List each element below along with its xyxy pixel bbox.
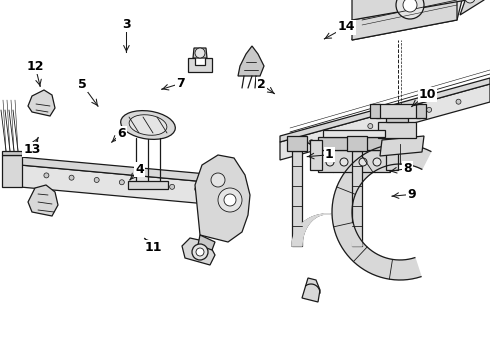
Polygon shape: [310, 140, 322, 170]
Circle shape: [196, 248, 204, 256]
Polygon shape: [386, 140, 398, 170]
Polygon shape: [370, 104, 380, 118]
Polygon shape: [2, 155, 22, 187]
Text: 9: 9: [407, 188, 416, 201]
Polygon shape: [28, 185, 58, 216]
Polygon shape: [182, 238, 215, 265]
Circle shape: [195, 48, 205, 58]
Circle shape: [403, 0, 417, 12]
Polygon shape: [378, 122, 416, 138]
Circle shape: [220, 189, 225, 194]
Polygon shape: [128, 181, 168, 189]
Circle shape: [340, 158, 348, 166]
Text: 11: 11: [144, 241, 162, 254]
Circle shape: [339, 132, 343, 137]
Circle shape: [427, 107, 432, 112]
Text: 8: 8: [403, 162, 412, 175]
Circle shape: [397, 116, 402, 121]
Circle shape: [359, 158, 367, 166]
Circle shape: [44, 173, 49, 178]
Text: 13: 13: [23, 143, 41, 156]
Circle shape: [211, 173, 225, 187]
Circle shape: [396, 0, 424, 19]
Polygon shape: [352, 0, 457, 40]
Circle shape: [309, 140, 314, 145]
Polygon shape: [280, 84, 490, 160]
Circle shape: [326, 158, 334, 166]
Text: 4: 4: [135, 163, 144, 176]
Polygon shape: [20, 165, 240, 207]
Polygon shape: [323, 130, 385, 137]
Polygon shape: [318, 137, 390, 150]
Polygon shape: [188, 58, 212, 72]
Polygon shape: [332, 144, 431, 280]
Polygon shape: [352, 0, 467, 40]
Circle shape: [456, 99, 461, 104]
Polygon shape: [287, 136, 307, 151]
Circle shape: [195, 186, 200, 192]
Polygon shape: [416, 104, 426, 118]
Ellipse shape: [121, 111, 175, 139]
Circle shape: [69, 175, 74, 180]
Text: 1: 1: [325, 148, 334, 161]
Circle shape: [465, 0, 475, 3]
Text: 7: 7: [176, 77, 185, 90]
Polygon shape: [20, 157, 240, 185]
Polygon shape: [292, 214, 362, 246]
Text: 2: 2: [257, 78, 266, 91]
Polygon shape: [302, 278, 320, 302]
Polygon shape: [318, 150, 390, 172]
Circle shape: [192, 244, 208, 260]
Circle shape: [94, 177, 99, 183]
Text: 10: 10: [418, 88, 436, 101]
Text: 6: 6: [117, 127, 126, 140]
Polygon shape: [380, 136, 424, 156]
Text: 3: 3: [122, 18, 131, 31]
Polygon shape: [238, 46, 264, 76]
Polygon shape: [198, 235, 215, 250]
Polygon shape: [280, 78, 490, 142]
Circle shape: [170, 184, 174, 189]
Polygon shape: [386, 110, 408, 122]
Polygon shape: [195, 155, 250, 242]
Polygon shape: [193, 48, 207, 58]
Text: 5: 5: [78, 78, 87, 91]
Polygon shape: [347, 136, 367, 151]
Polygon shape: [460, 0, 490, 15]
Polygon shape: [28, 90, 55, 116]
Circle shape: [218, 188, 242, 212]
Polygon shape: [352, 151, 362, 246]
Polygon shape: [352, 0, 467, 20]
Ellipse shape: [129, 115, 167, 135]
Text: 12: 12: [26, 60, 44, 73]
Circle shape: [368, 123, 373, 129]
Circle shape: [224, 194, 236, 206]
Circle shape: [373, 158, 381, 166]
Polygon shape: [376, 104, 420, 118]
Polygon shape: [292, 151, 302, 246]
Circle shape: [145, 182, 149, 187]
Circle shape: [120, 180, 124, 185]
Text: 14: 14: [337, 21, 355, 33]
Polygon shape: [2, 151, 22, 155]
